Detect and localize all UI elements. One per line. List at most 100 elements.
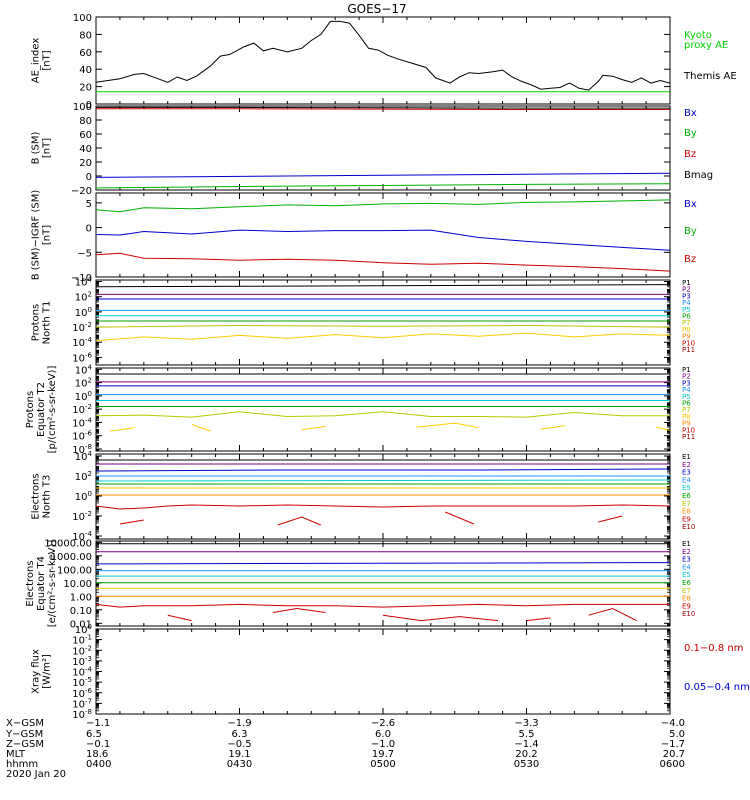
series-p8-segment-4: [416, 422, 479, 429]
legend-item: By: [684, 226, 697, 237]
panel-frame: [95, 16, 671, 105]
series-bz: [96, 108, 670, 110]
legend-item: E5: [682, 571, 691, 579]
y-tick-label: 100: [73, 13, 92, 24]
y-tick-label: 10-2: [72, 510, 92, 523]
y-tick-label: 10-7: [72, 697, 92, 710]
x-axis-value: 18.6: [86, 749, 108, 760]
y-tick-label: 0.10: [70, 606, 92, 617]
legend-item: E4: [682, 563, 691, 571]
y-tick-label: 10-4: [72, 666, 92, 679]
y-tick-label: −5: [77, 248, 92, 259]
panel-frame: [95, 105, 671, 191]
x-axis-value: −0.1: [86, 739, 110, 750]
y-axis-label: [nT]: [42, 225, 53, 245]
x-axis-value: 6.0: [375, 729, 391, 740]
series-p8-segment-6: [655, 426, 670, 431]
y-axis-label: North T1: [42, 301, 53, 345]
panel-frame: [95, 192, 671, 278]
y-tick-label: 20: [79, 158, 92, 169]
series-e10-segment-4: [526, 617, 551, 622]
x-axis-row-label: MLT: [6, 749, 26, 760]
y-tick-label: 102: [75, 470, 92, 483]
legend-item: E3: [682, 556, 691, 564]
legend-item: P7: [682, 319, 691, 327]
series-e10-segment-2: [272, 607, 326, 613]
x-axis-value: 19.7: [372, 749, 394, 760]
legend-item: P4: [682, 299, 691, 307]
series-p7: [96, 411, 670, 418]
legend-item: P9: [682, 333, 691, 341]
legend-item: P2: [682, 373, 691, 381]
legend-item: P2: [682, 286, 691, 294]
y-tick-label: 102: [75, 377, 92, 390]
legend-item: P10: [682, 339, 695, 347]
series-bz: [96, 252, 670, 272]
y-tick-label: 10-2: [72, 644, 92, 657]
y-axis-label: Equator T4: [36, 556, 47, 611]
legend-item: P8: [682, 413, 691, 421]
legend-item: E5: [682, 484, 691, 492]
y-tick-label: 10-6: [72, 430, 92, 443]
x-axis-value: 6.3: [232, 729, 248, 740]
y-tick-label: 10-4: [72, 530, 92, 543]
x-axis-value: 5.5: [519, 729, 535, 740]
y-tick-label: 100: [75, 490, 92, 503]
series-bx: [96, 172, 670, 178]
y-axis-label: [p/(cm²-s-sr-keV)]: [47, 366, 58, 454]
series-p1: [96, 284, 670, 288]
y-tick-label: 0.01: [70, 619, 92, 630]
legend-item: proxy AE: [684, 40, 728, 51]
y-tick-label: 10-4: [72, 416, 92, 429]
x-axis-value: −1.4: [514, 739, 538, 750]
y-axis-label: B (SM): [31, 131, 42, 164]
y-tick-label: 10-2: [72, 321, 92, 334]
y-tick-label: 100: [73, 102, 92, 113]
y-axis-label: Protons: [25, 391, 36, 428]
legend-item: P1: [682, 279, 691, 287]
y-axis-label: North T3: [42, 475, 53, 519]
x-axis-value: −4.0: [661, 718, 685, 729]
x-axis-value: 0500: [370, 759, 395, 770]
legend-item: P10: [682, 426, 695, 434]
x-axis-value: 19.1: [228, 749, 250, 760]
legend-item: By: [684, 128, 697, 139]
legend-item: P3: [682, 292, 691, 300]
legend-item: P3: [682, 379, 691, 387]
y-tick-label: 10-4: [72, 336, 92, 349]
legend-item: E6: [682, 492, 691, 500]
legend-item: Bz: [684, 149, 696, 160]
y-tick-label: 40: [79, 144, 92, 155]
series-p8-segment-3: [301, 425, 326, 431]
legend-item: E9: [682, 602, 691, 610]
x-axis-value: 0530: [514, 759, 539, 770]
legend-item: Bz: [684, 254, 696, 265]
panel-eet4: 10000.00 1000.00 100.00 10.00 1.00 0.10 0.01 El…: [25, 538, 695, 630]
panel-ent3: 104 102 100 10-2 10-4 Electrons North T3 E1E2E3…: [31, 450, 696, 543]
series-e3: [96, 562, 670, 565]
legend-item: E8: [682, 595, 691, 603]
y-tick-label: 10-5: [72, 676, 92, 689]
legend-item: 0.05−0.4 nm: [684, 682, 750, 693]
y-tick-label: 0: [86, 100, 92, 111]
x-axis-row-label: X−GSM: [6, 718, 44, 729]
y-tick-label: 1000.00: [51, 552, 92, 563]
y-tick-label: 60: [79, 48, 92, 59]
x-axis-value: −1.9: [227, 718, 251, 729]
legend-item: E10: [682, 610, 695, 618]
x-axis-value: 0400: [86, 759, 111, 770]
series-p8-segment-5: [540, 425, 565, 430]
y-tick-label: 100: [75, 390, 92, 403]
series-by: [96, 199, 670, 213]
x-axis-value: −3.3: [514, 718, 538, 729]
y-tick-label: 100: [75, 306, 92, 319]
series-e10-segment-3: [382, 614, 498, 622]
y-tick-label: 104: [75, 276, 93, 289]
y-axis-label: [e/(cm²-s-sr-keV)]: [47, 540, 58, 628]
y-tick-label: 0: [86, 224, 92, 235]
panel-bsm: 100 80 60 40 20 0 −20 B (SM) [nT] Bx By Bz Bmag: [31, 102, 714, 197]
panel-frame: [95, 367, 671, 452]
